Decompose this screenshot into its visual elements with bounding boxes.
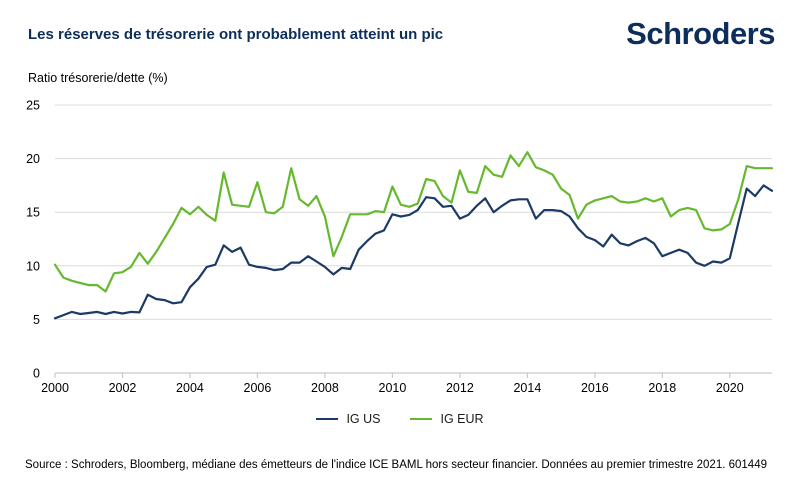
legend-item-ig-eur: IG EUR: [410, 412, 484, 426]
y-tick-label-0: 0: [33, 367, 40, 381]
x-tick-label-2008: 2008: [311, 381, 339, 395]
schroders-logo: Schroders: [626, 16, 775, 51]
source-note: Source : Schroders, Bloomberg, médiane d…: [25, 459, 767, 471]
legend-label-ig-us: IG US: [346, 412, 381, 426]
y-tick-label-10: 10: [26, 259, 40, 273]
ig-eur-line-swatch: [410, 417, 433, 421]
x-tick-label-2012: 2012: [446, 381, 474, 395]
legend-item-ig-us: IG US: [316, 412, 380, 426]
ig-us-line-swatch: [316, 417, 339, 421]
x-tick-label-2018: 2018: [648, 381, 676, 395]
x-tick-label-2004: 2004: [176, 381, 204, 395]
x-tick-label-2006: 2006: [244, 381, 272, 395]
y-tick-label-25: 25: [26, 99, 40, 113]
y-tick-label-5: 5: [33, 313, 40, 327]
y-axis-title: Ratio trésorerie/dette (%): [28, 71, 168, 85]
legend-label-ig-eur: IG EUR: [440, 412, 484, 426]
x-tick-label-2002: 2002: [109, 381, 137, 395]
y-tick-label-20: 20: [26, 152, 40, 166]
x-tick-label-2014: 2014: [513, 381, 541, 395]
x-tick-label-2010: 2010: [379, 381, 407, 395]
x-tick-label-2020: 2020: [716, 381, 744, 395]
series-line-ig-us: [53, 184, 774, 320]
x-tick-label-2016: 2016: [581, 381, 609, 395]
chart-title: Les réserves de trésorerie ont probablem…: [28, 26, 444, 43]
y-tick-label-15: 15: [26, 206, 40, 220]
chart-legend: IG US IG EUR: [0, 412, 800, 426]
series-line-ig-eur: [53, 151, 774, 293]
x-tick-label-2000: 2000: [41, 381, 69, 395]
